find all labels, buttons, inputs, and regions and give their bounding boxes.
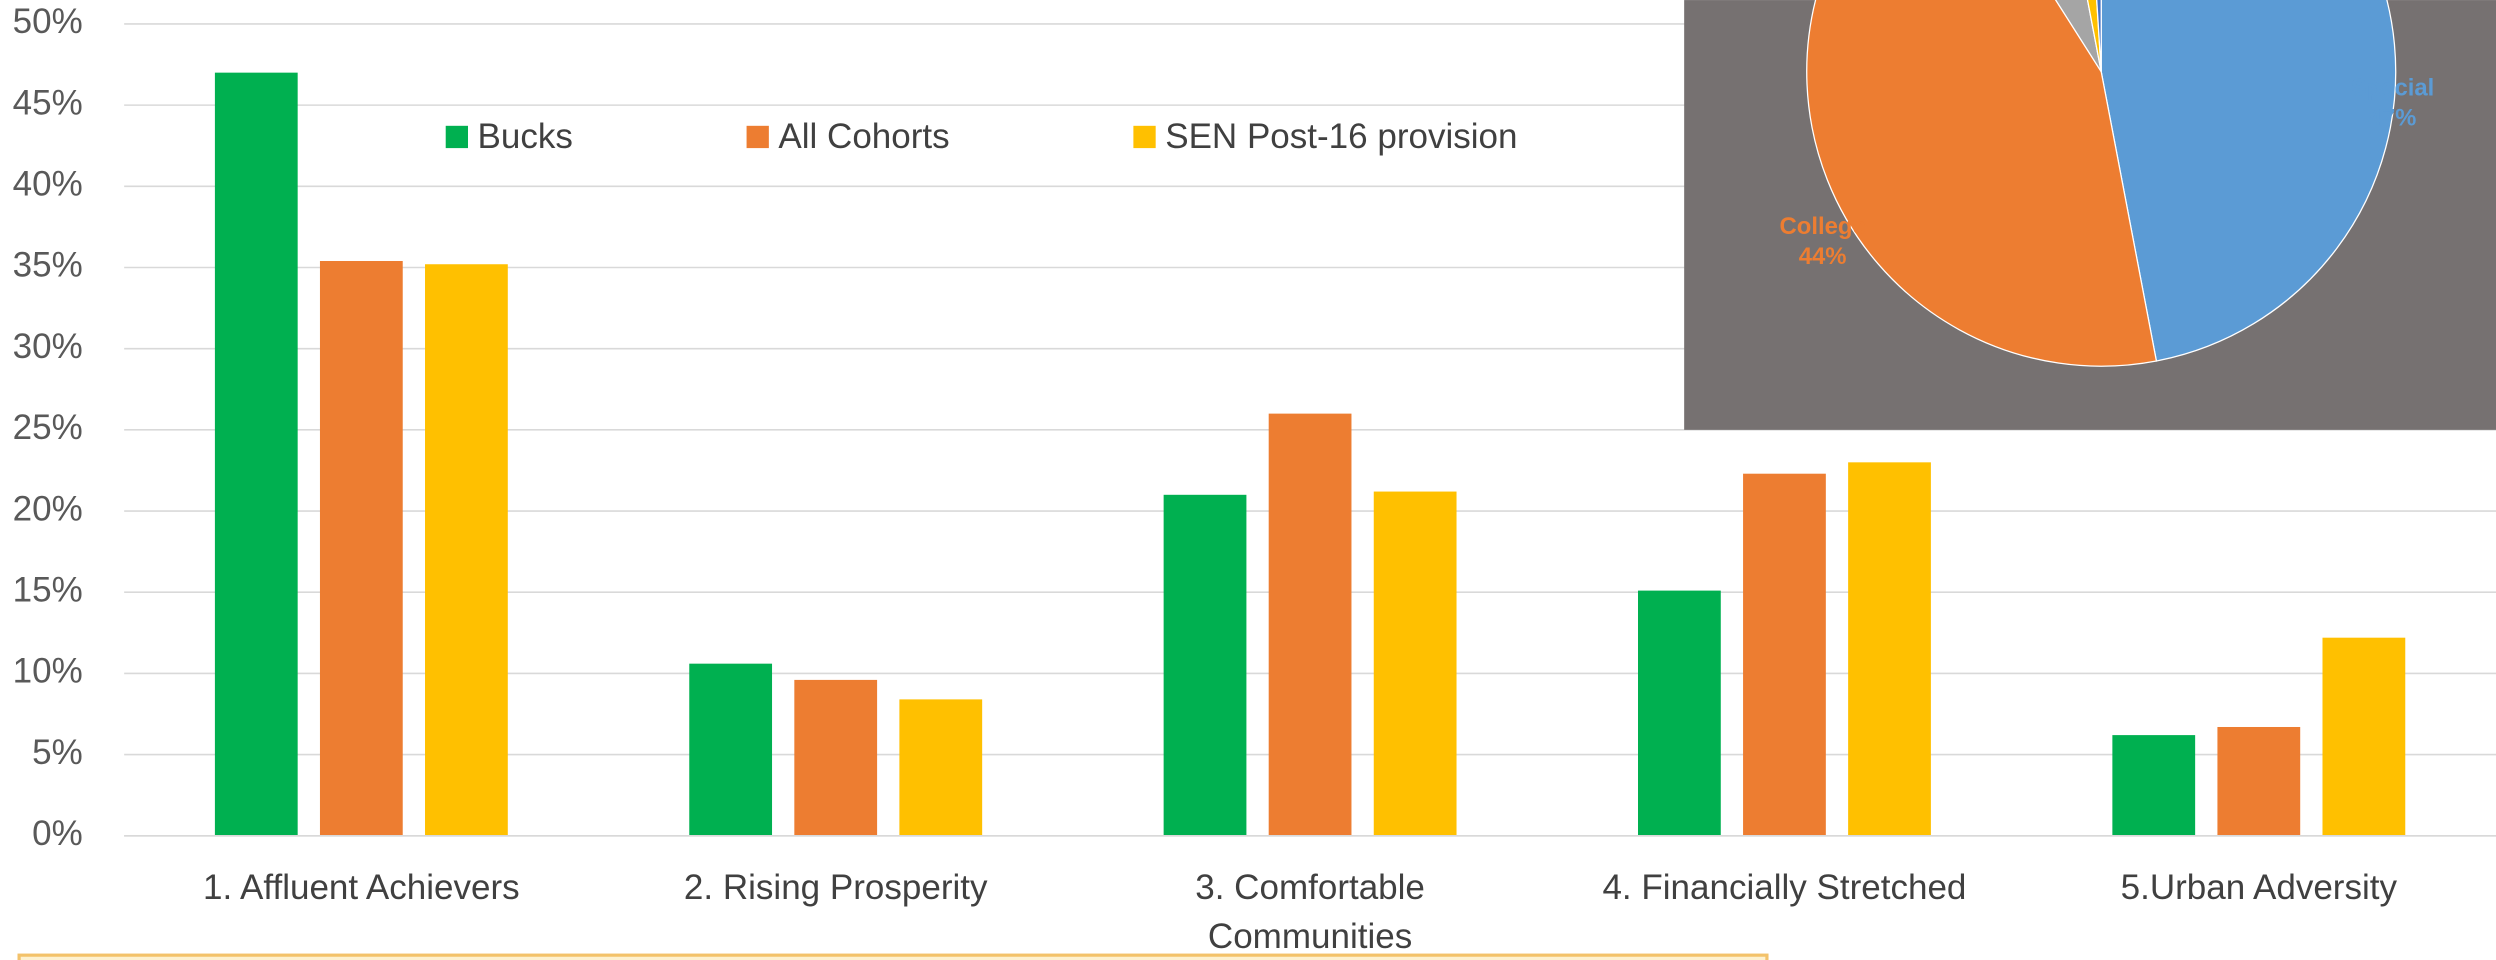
x-tick-label: 2. Rising Prosperity (684, 868, 988, 907)
y-tick-label: 25% (13, 408, 83, 447)
x-tick-label: 1. Affluent Achievers (203, 868, 520, 907)
legend-label: All Cohorts (778, 117, 949, 156)
bar (1373, 491, 1457, 836)
bar (1163, 494, 1247, 836)
bar-chart: 0% 5% 10% 15% 20% 25% 30% 35% 40% 45% 50% 1. Afflue… (13, 2, 2496, 956)
bar (1848, 462, 1931, 836)
bar (2322, 637, 2406, 836)
y-tick-label: 15% (13, 570, 83, 609)
bar (899, 699, 983, 836)
x-tick-label: 4. Financially Stretched (1602, 868, 1966, 907)
bar (1268, 413, 1352, 836)
legend-swatch (445, 125, 468, 149)
pie-slice (2055, 0, 2102, 73)
pie-slice (2100, 0, 2397, 362)
y-tick-label: 20% (13, 489, 83, 528)
note-box (17, 953, 1769, 960)
pie-label: College (1780, 213, 1866, 240)
bar (794, 679, 878, 836)
y-tick-label: 0% (32, 814, 83, 853)
y-tick-label: 10% (13, 652, 83, 691)
bar (1743, 473, 1826, 836)
y-tick-label: 35% (13, 246, 83, 285)
legend-swatch (746, 125, 769, 149)
pie-value-label: 44% (1799, 243, 1847, 270)
legend-label: SEN Post-16 provision (1165, 117, 1517, 156)
legend-swatch (1133, 125, 1156, 149)
bar (2112, 735, 2196, 836)
bar (425, 264, 508, 836)
bar (2217, 726, 2301, 836)
pie-slice (1806, 0, 2158, 367)
pie-slice (2096, 0, 2102, 72)
x-tick-label: 5.Urban Adversity (2121, 868, 2398, 907)
x-tick-label-line: Communities (1208, 917, 1412, 956)
y-tick-label: 30% (13, 327, 83, 366)
pie-label: Special (2351, 75, 2435, 102)
bar (319, 260, 403, 836)
pie-chart: Special 47% College 44% (1780, 0, 2435, 367)
y-tick-label: 5% (32, 733, 83, 772)
y-tick-label: 45% (13, 83, 83, 122)
x-tick-label-line: 3. Comfortable (1195, 868, 1425, 907)
x-tick-label: 3. Comfortable Communities (1195, 868, 1425, 956)
bar (689, 663, 773, 836)
bar (1638, 590, 1721, 836)
y-tick-label: 50% (13, 2, 83, 41)
y-tick-label: 40% (13, 165, 83, 204)
pie-value-label: 47% (2369, 105, 2417, 132)
bar (214, 72, 298, 836)
legend-label: Bucks (478, 117, 573, 156)
